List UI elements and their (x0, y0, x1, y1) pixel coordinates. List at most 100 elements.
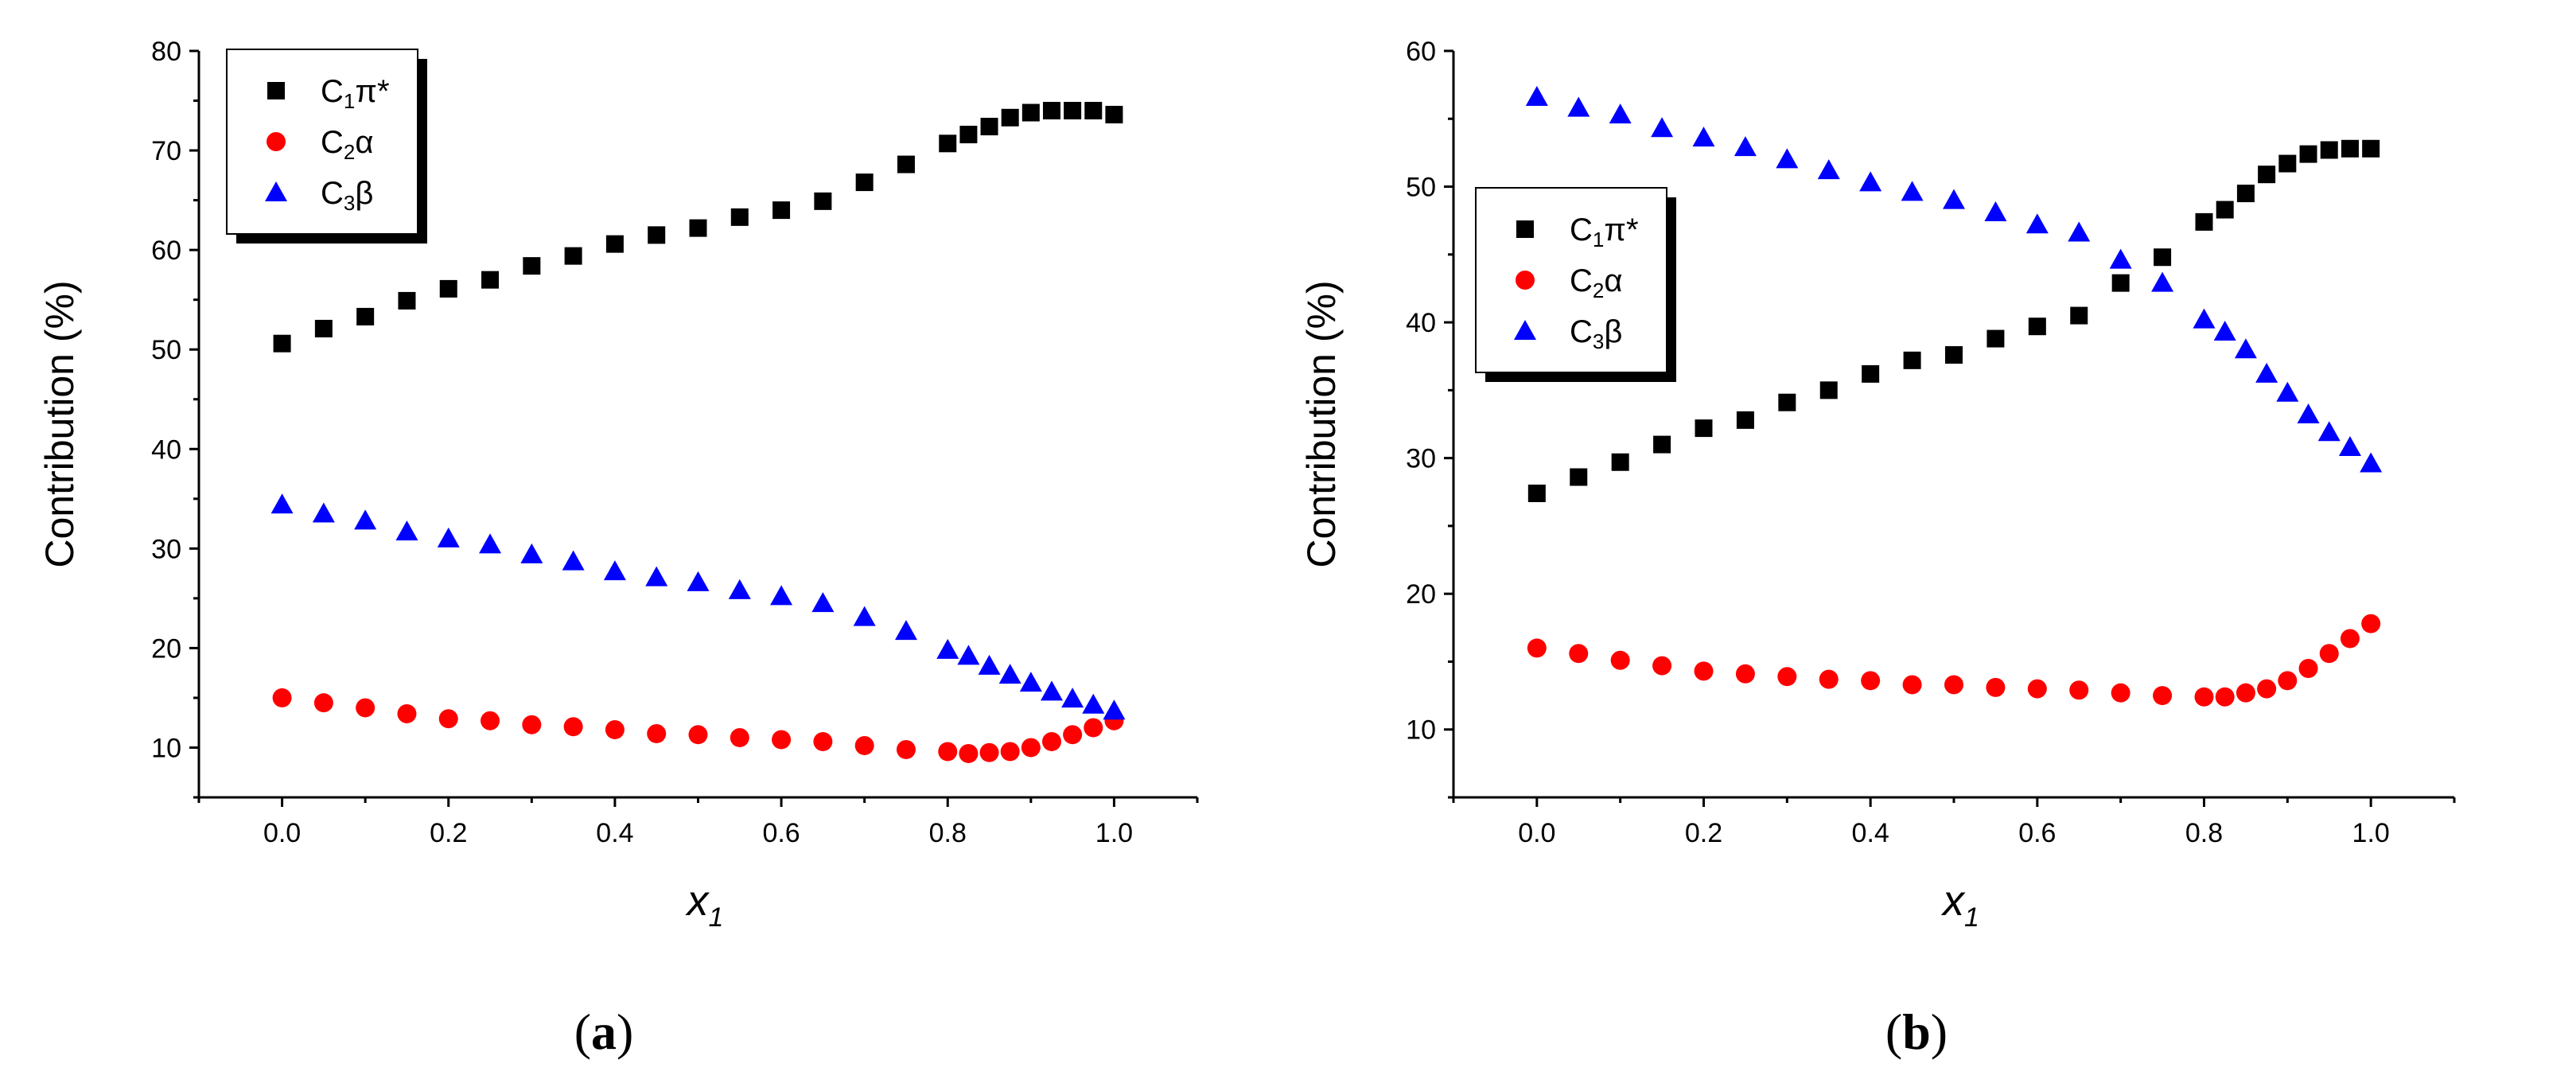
data-point-s1 (439, 279, 457, 298)
legend-marker-s3 (1514, 320, 1536, 340)
data-point-s1 (2028, 318, 2046, 336)
data-point-s2 (2215, 687, 2235, 707)
data-point-s2 (1986, 677, 2006, 697)
data-point-s2 (356, 698, 376, 718)
data-point-s1 (1736, 411, 1754, 429)
y-tick-label: 50 (1406, 173, 1436, 203)
data-point-s3 (2193, 308, 2216, 329)
data-point-s2 (1694, 661, 1714, 681)
legend-label-s2: C2α (1570, 263, 1622, 302)
data-point-s3 (1859, 171, 1882, 192)
data-point-s1 (1611, 453, 1629, 471)
legend-label-s3: C3β (321, 176, 373, 215)
y-tick-label: 60 (1406, 37, 1436, 67)
data-point-s2 (2153, 686, 2173, 706)
data-point-s1 (1695, 419, 1713, 438)
data-point-s1 (481, 271, 500, 289)
y-tick-label: 20 (151, 633, 181, 664)
data-point-s1 (897, 155, 915, 173)
data-point-s1 (2154, 248, 2172, 267)
data-point-s2 (938, 742, 958, 762)
data-point-s1 (772, 201, 791, 220)
data-point-s3 (312, 502, 335, 523)
data-point-s3 (2151, 271, 2174, 292)
chart-panel-a: 10 20 30 40 50 60 70 80 0.0 0.2 0.4 0.6 0.8 1.0 Contri… (37, 37, 1199, 933)
data-point-s3 (936, 638, 959, 659)
data-point-s2 (2111, 683, 2130, 703)
data-point-s3 (811, 592, 835, 613)
data-point-s1 (1064, 102, 1082, 120)
legend-marker-s1 (1516, 220, 1534, 238)
data-point-s1 (1819, 381, 1838, 399)
y-axis-title: Contribution (%) (37, 280, 82, 567)
data-point-s3 (1567, 96, 1590, 117)
data-point-s2 (1944, 675, 1963, 695)
data-point-s1 (2111, 274, 2130, 292)
x-axis-title: x1 (685, 877, 724, 933)
data-point-s1 (1042, 102, 1060, 120)
x-tick-label: 0.2 (430, 818, 467, 848)
data-point-s3 (957, 645, 980, 665)
panel-label: (a) (574, 1003, 634, 1060)
data-point-s2 (730, 727, 749, 747)
data-point-s2 (959, 743, 979, 763)
data-point-s3 (2213, 321, 2236, 341)
data-point-s2 (605, 719, 625, 739)
data-point-s2 (1569, 644, 1589, 664)
y-tick-label: 70 (151, 136, 181, 166)
data-point-s3 (2255, 362, 2278, 383)
series-s2 (1527, 614, 2381, 707)
data-point-s1 (1653, 435, 1671, 454)
data-point-s1 (814, 192, 832, 210)
data-point-s2 (1735, 664, 1755, 684)
data-point-s1 (356, 307, 375, 325)
data-point-s1 (855, 173, 874, 192)
data-point-s3 (1734, 136, 1757, 157)
data-point-s3 (894, 620, 917, 641)
series-s1 (273, 102, 1123, 353)
data-point-s2 (313, 693, 333, 713)
data-point-s2 (481, 711, 500, 731)
data-point-s3 (2276, 381, 2299, 402)
data-point-s2 (1021, 738, 1041, 758)
data-point-s3 (770, 585, 793, 606)
x-tick-label: 1.0 (2352, 818, 2390, 848)
data-point-s1 (1570, 468, 1588, 486)
data-point-s1 (1001, 108, 1019, 127)
data-point-s3 (437, 527, 460, 547)
data-point-s2 (979, 742, 999, 762)
data-point-s1 (2299, 145, 2317, 163)
data-point-s2 (2298, 658, 2318, 678)
data-point-s2 (1000, 742, 1020, 762)
data-point-s2 (1652, 656, 1672, 676)
data-point-s3 (395, 520, 418, 541)
data-point-s1 (2362, 139, 2380, 158)
data-point-s3 (1061, 688, 1084, 708)
data-point-s3 (270, 493, 294, 514)
series-s3 (1525, 85, 2383, 473)
data-point-s1 (1778, 393, 1796, 411)
data-point-s3 (1040, 680, 1063, 701)
x-tick-label: 0.0 (1518, 818, 1555, 848)
data-point-s1 (980, 118, 998, 136)
data-point-s2 (2278, 671, 2298, 691)
legend: C1π* C2α C3β (1475, 187, 1676, 382)
data-point-s3 (1776, 148, 1799, 169)
data-point-s3 (2025, 213, 2049, 234)
data-point-s1 (1084, 102, 1103, 120)
series-s2 (272, 688, 1124, 763)
data-point-s3 (2234, 338, 2257, 359)
series-s3 (270, 493, 1126, 720)
data-point-s1 (689, 219, 707, 237)
x-tick-label: 1.0 (1095, 818, 1133, 848)
data-point-s1 (1986, 329, 2005, 348)
data-point-s3 (2109, 248, 2132, 269)
data-point-s3 (1651, 117, 1674, 138)
data-point-s1 (1945, 346, 1963, 364)
data-point-s2 (2236, 683, 2255, 703)
legend-label-s2: C2α (321, 125, 373, 164)
data-point-s1 (1021, 103, 1040, 122)
data-point-s3 (1525, 85, 1548, 106)
data-point-s2 (1527, 638, 1547, 658)
